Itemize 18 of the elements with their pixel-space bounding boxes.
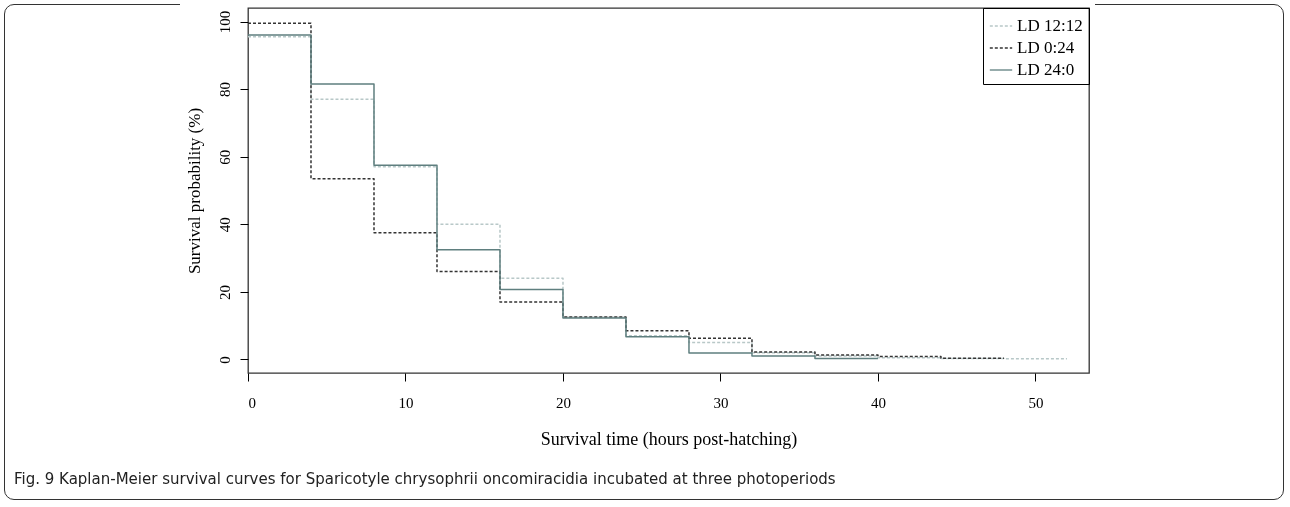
- y-tick-label: 100: [216, 10, 233, 34]
- x-tick-label: 0: [248, 394, 256, 411]
- legend-label: LD 12:12: [1017, 16, 1083, 35]
- x-axis-title: Survival time (hours post-hatching): [540, 428, 798, 450]
- caption: Fig. 9 Kaplan-Meier survival curves for Sparicotyle chrysophrii oncomiracidia incubated at three photoperiods: [14, 470, 836, 488]
- legend-label: LD 0:24: [1017, 38, 1075, 57]
- y-tick-label: 20: [216, 284, 233, 300]
- x-tick-label: 40: [870, 394, 886, 411]
- x-tick-label: 50: [1028, 394, 1044, 411]
- x-tick-label: 30: [713, 394, 729, 411]
- x-tick-label: 10: [398, 394, 414, 411]
- x-tick-label: 20: [555, 394, 571, 411]
- y-tick-label: 0: [216, 356, 233, 364]
- y-tick-label: 60: [216, 149, 233, 165]
- y-tick-label: 40: [216, 217, 233, 233]
- y-axis-title: Survival probability (%): [184, 107, 204, 275]
- y-tick-label: 80: [216, 82, 233, 98]
- legend-label: LD 24:0: [1017, 60, 1075, 79]
